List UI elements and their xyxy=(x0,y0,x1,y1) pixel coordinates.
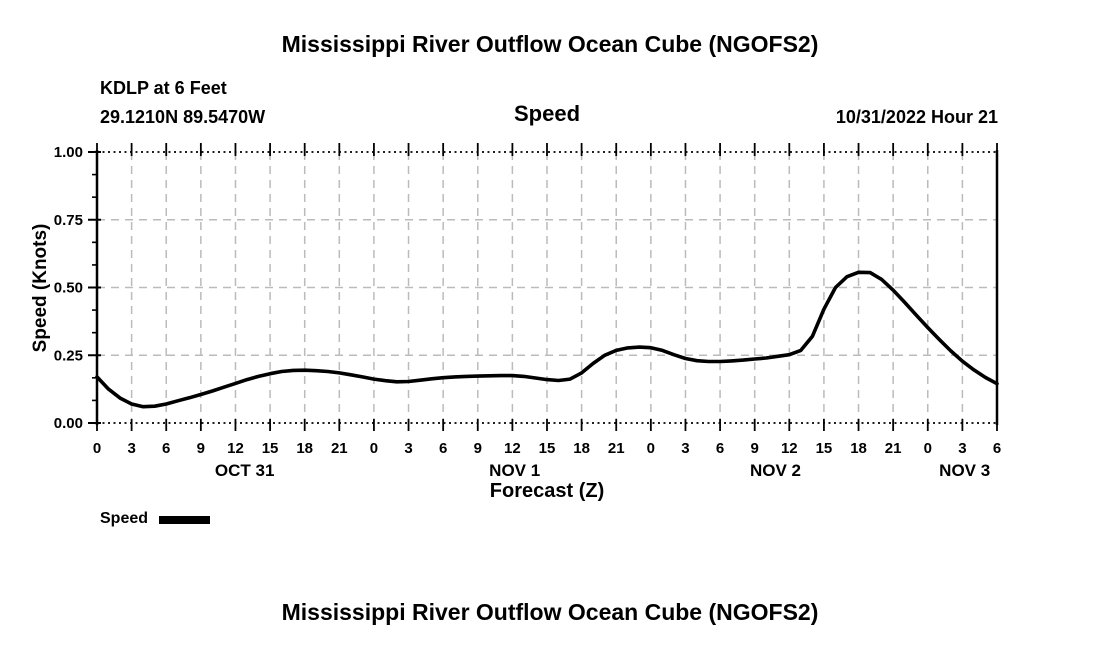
x-tick-label: 18 xyxy=(573,440,590,457)
date-label: NOV 1 xyxy=(489,461,540,480)
x-tick-label: 6 xyxy=(993,440,1001,457)
x-tick-label: 21 xyxy=(331,440,348,457)
x-tick-label: 0 xyxy=(93,440,101,457)
x-axis-title: Forecast (Z) xyxy=(489,480,605,502)
legend-label: Speed xyxy=(100,510,149,527)
x-tick-label: 15 xyxy=(539,440,556,457)
y-tick-label: 1.00 xyxy=(54,144,83,161)
x-tick-label: 6 xyxy=(162,440,170,457)
x-tick-label: 9 xyxy=(474,440,482,457)
x-tick-label: 12 xyxy=(227,440,244,457)
x-tick-label: 9 xyxy=(197,440,205,457)
x-tick-label: 3 xyxy=(958,440,966,457)
x-tick-label: 6 xyxy=(716,440,724,457)
station-label: KDLP at 6 Feet xyxy=(100,78,227,98)
x-tick-label: 15 xyxy=(262,440,279,457)
date-label: NOV 3 xyxy=(939,461,990,480)
x-tick-label: 21 xyxy=(608,440,625,457)
date-label: OCT 31 xyxy=(215,461,275,480)
plot-title: Speed xyxy=(513,101,581,126)
x-tick-label: 3 xyxy=(681,440,689,457)
y-tick-label: 0.25 xyxy=(54,347,83,364)
legend-line-swatch xyxy=(159,516,211,524)
x-tick-label: 21 xyxy=(885,440,902,457)
legend: Speed xyxy=(100,510,211,528)
x-tick-label: 18 xyxy=(296,440,313,457)
x-tick-label: 15 xyxy=(816,440,833,457)
bottom-title: Mississippi River Outflow Ocean Cube (NG… xyxy=(281,599,819,625)
x-tick-label: 0 xyxy=(924,440,932,457)
x-tick-label: 3 xyxy=(127,440,135,457)
timestamp-label: 10/31/2022 Hour 21 xyxy=(835,107,998,127)
y-tick-label: 0.75 xyxy=(54,212,83,229)
y-tick-label: 0.50 xyxy=(54,280,83,297)
top-title: Mississippi River Outflow Ocean Cube (NG… xyxy=(281,31,819,57)
speed-series-line xyxy=(95,270,999,409)
x-tick-label: 18 xyxy=(850,440,867,457)
y-tick-label: 0.00 xyxy=(54,415,83,432)
x-tick-label: 9 xyxy=(751,440,759,457)
date-label: NOV 2 xyxy=(750,461,801,480)
x-tick-label: 6 xyxy=(439,440,447,457)
x-tick-label: 0 xyxy=(370,440,378,457)
x-tick-label: 0 xyxy=(647,440,655,457)
x-tick-label: 12 xyxy=(781,440,798,457)
x-tick-label: 12 xyxy=(504,440,521,457)
coordinates-label: 29.1210N 89.5470W xyxy=(100,107,266,127)
x-tick-label: 3 xyxy=(404,440,412,457)
